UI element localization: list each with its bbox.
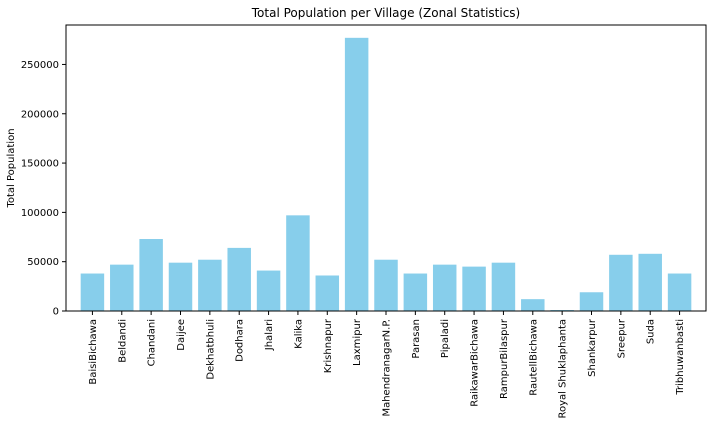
y-tick-label: 0 (53, 307, 59, 318)
bar-parasan (403, 273, 428, 311)
chart-title: Total Population per Village (Zonal Stat… (251, 6, 520, 20)
bar-tribhuwanbasti (667, 273, 692, 311)
bars-group (80, 37, 692, 312)
x-tick-label: Pipaladi (440, 319, 451, 358)
bar-laxmipur (344, 37, 369, 312)
x-tick-label: Royal Shuklaphanta (558, 319, 569, 419)
x-tick-label: MahendranagarN.P. (382, 319, 393, 417)
x-tick-label: Daijee (176, 319, 187, 351)
bar-sreepur (609, 254, 633, 311)
x-tick-label: Beldandi (117, 319, 128, 363)
x-tick-label: Tribhuwanbasti (675, 319, 686, 396)
bar-suda (638, 253, 662, 311)
x-tick-label: Sreepur (616, 318, 627, 358)
bar-kalika (286, 215, 310, 311)
bar-daijee (168, 262, 193, 311)
bar-rautellbichawa (521, 299, 545, 311)
x-tick-label: BaisiBichawa (88, 319, 99, 385)
x-tick-label: Kalika (293, 319, 304, 349)
bar-chandani (139, 239, 163, 311)
x-tick-label: Jhalari (264, 319, 275, 351)
bar-rampurbilaspur (491, 262, 516, 311)
bar-krishnapur (315, 275, 340, 311)
y-tick-label: 250000 (21, 60, 59, 71)
bar-dodhara (227, 247, 251, 311)
bar-mahendranagarn-p (374, 259, 398, 311)
x-tick-label: RampurBilaspur (499, 318, 510, 399)
x-tick-label: Dekhatbhuli (205, 319, 216, 380)
x-tick-label: Laxmipur (352, 318, 363, 366)
bar-pipaladi (432, 264, 457, 311)
y-tick-label: 150000 (21, 159, 59, 170)
x-tick-label: Krishnapur (323, 318, 334, 373)
x-tick-label: RautellBichawa (528, 319, 539, 396)
bar-beldandi (110, 264, 134, 311)
bar-raikawarbichawa (462, 266, 486, 311)
bar-baisibichawa (80, 273, 105, 311)
x-tick-label: Suda (646, 319, 657, 344)
y-axis-label: Total Population (6, 128, 17, 208)
x-tick-label: Chandani (147, 319, 158, 366)
y-tick-label: 50000 (27, 257, 59, 268)
bar-jhalari (256, 270, 281, 311)
x-tick-label: RaikawarBichawa (470, 319, 481, 407)
y-tick-label: 100000 (21, 208, 59, 219)
x-tick-label: Parasan (411, 319, 422, 359)
y-axis: 0 50000 100000 150000 200000 250000 (21, 60, 66, 318)
x-tick-label: Dodhara (235, 319, 246, 362)
plot-frame (65, 24, 707, 312)
bar-dekhatbhuli (198, 259, 222, 311)
bar-shankarpur (579, 292, 604, 311)
y-tick-label: 200000 (21, 109, 59, 120)
x-tick-label: Shankarpur (587, 318, 598, 377)
x-axis: BaisiBichawa Beldandi Chandani Daijee Dekhat… (88, 311, 686, 419)
